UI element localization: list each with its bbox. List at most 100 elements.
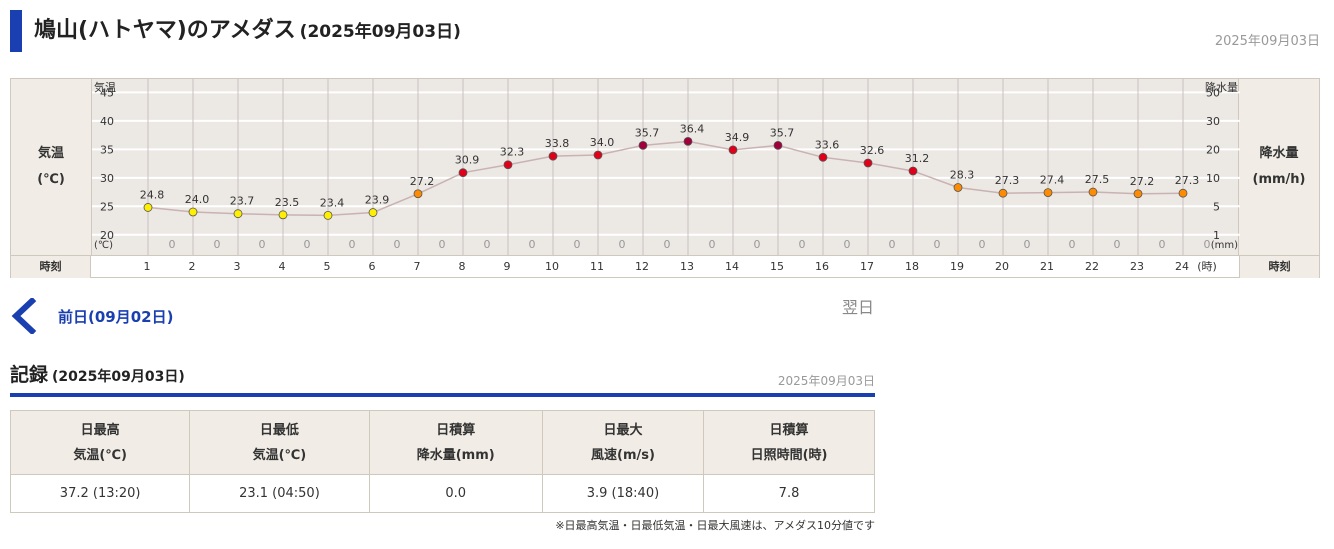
- precipitation-value: 0: [484, 238, 491, 251]
- record-header-row: 日最高 気温(℃) 日最低 気温(℃) 日積算 降水量(mm) 日最大 風速(m/s) …: [9, 410, 875, 475]
- temperature-label: 27.4: [1040, 174, 1065, 187]
- value-max-temp: 37.2 (13:20): [9, 474, 191, 513]
- temperature-label: 34.0: [590, 136, 615, 149]
- record-value-row: 37.2 (13:20) 23.1 (04:50) 0.0 3.9 (18:40…: [9, 474, 875, 513]
- temperature-label: 33.6: [815, 138, 840, 151]
- temperature-point: [143, 203, 153, 212]
- temperature-point: [1133, 189, 1143, 199]
- precipitation-value: 0: [574, 238, 581, 251]
- header-max-temp: 日最高 気温(℃): [9, 410, 191, 475]
- page-title-text: 鳩山(ハトヤマ)のアメダス: [34, 18, 296, 43]
- hour-label: 8: [458, 260, 466, 273]
- precipitation-value: 0: [1069, 238, 1076, 251]
- precipitation-value: 0: [1159, 238, 1166, 251]
- chart-right-legend: 降水量 (mm/h): [1239, 79, 1319, 255]
- hour-label: 22: [1085, 260, 1099, 273]
- temperature-label: 23.7: [230, 195, 255, 208]
- value-precip: 0.0: [368, 474, 543, 513]
- temperature-label: 36.4: [680, 122, 705, 135]
- temperature-label: 23.9: [365, 194, 390, 207]
- precipitation-value: 0: [1204, 238, 1211, 251]
- header-label: 日積算: [436, 422, 476, 438]
- header-max-wind: 日最大風速(m/s): [541, 410, 705, 475]
- temperature-point: [323, 210, 333, 220]
- precipitation-value: 0: [844, 238, 851, 251]
- temperature-point: [503, 160, 513, 170]
- temperature-label: 35.7: [770, 126, 795, 139]
- temperature-point: [1178, 188, 1188, 198]
- precipitation-value: 0: [1024, 238, 1031, 251]
- precipitation-value: 0: [1114, 238, 1121, 251]
- record-date: 2025年09月03日: [777, 374, 875, 388]
- temperature-point: [773, 140, 783, 150]
- hour-label: 12: [635, 260, 649, 273]
- header-label: 日最大: [603, 422, 643, 438]
- prev-day-label: 前日(09月02日): [58, 308, 174, 326]
- temperature-label: 24.8: [140, 188, 165, 201]
- hour-label: 13: [680, 260, 694, 273]
- hour-label: 14: [725, 260, 739, 273]
- header-label: 日最低: [259, 422, 299, 438]
- temperature-label: 27.2: [1130, 175, 1155, 188]
- hour-label: 20: [995, 260, 1009, 273]
- temperature-label: 35.7: [635, 126, 660, 139]
- y-right-tick-label: 1: [1213, 229, 1220, 242]
- temperature-label: 27.5: [1085, 173, 1110, 186]
- precipitation-value: 0: [169, 238, 176, 251]
- temperature-point: [728, 145, 738, 155]
- page-title-date: (2025年09月03日): [299, 22, 461, 42]
- temperature-label: 27.3: [1175, 174, 1200, 187]
- temperature-point: [593, 150, 603, 160]
- hour-label: 11: [590, 260, 604, 273]
- temperature-point: [818, 152, 828, 162]
- temperature-point: [548, 151, 558, 161]
- temperature-label: 23.5: [275, 196, 300, 209]
- y-right-tick-label: 20: [1206, 143, 1220, 156]
- precipitation-value: 0: [259, 238, 266, 251]
- amedas-chart: 気温 (℃) 45 50 40 30 35 20 30 10 25 5 20 1 気温 降水量 (℃) (mm…: [10, 78, 1320, 278]
- temperature-label: 32.3: [500, 146, 525, 159]
- temperature-point: [188, 207, 198, 217]
- precipitation-value: 0: [619, 238, 626, 251]
- record-title: 記録 (2025年09月03日): [10, 360, 185, 387]
- chart-left-legend: 気温 (℃): [11, 79, 91, 255]
- hour-label: 21: [1040, 260, 1054, 273]
- header-label: 日最高: [80, 422, 120, 438]
- y-left-axis-label: 気温: [94, 80, 116, 94]
- temperature-label: 32.6: [860, 144, 885, 157]
- title-accent-bar: [10, 10, 22, 52]
- left-axis-title: 気温: [37, 146, 64, 161]
- hour-label: 9: [503, 260, 511, 273]
- right-axis-unit: (mm/h): [1252, 172, 1306, 187]
- temperature-label: 27.2: [410, 175, 435, 188]
- y-right-unit-label: (mm): [1211, 240, 1238, 251]
- header-label: 気温(℃): [252, 447, 307, 463]
- record-table: 日最高 気温(℃) 日最低 気温(℃) 日積算 降水量(mm) 日最大 風速(m/s) …: [9, 410, 875, 513]
- hour-suffix-label: (時): [1197, 260, 1217, 273]
- temperature-label: 31.2: [905, 152, 930, 165]
- temperature-point: [683, 136, 693, 146]
- temperature-label: 23.4: [320, 196, 345, 209]
- temperature-label: 24.0: [185, 193, 210, 206]
- temperature-label: 30.9: [455, 154, 480, 167]
- record-note: ※日最高気温・日最低気温・日最大風速は、アメダス10分値です: [555, 519, 875, 532]
- header-label: 風速(m/s): [591, 447, 655, 463]
- temperature-point: [1088, 187, 1098, 197]
- temperature-label: 27.3: [995, 174, 1020, 187]
- precipitation-value: 0: [754, 238, 761, 251]
- chart-svg: 45 50 40 30 35 20 30 10 25 5 20 1 気温 降水量 (℃) (mm) 24.8 24…: [92, 79, 1240, 255]
- precipitation-value: 0: [889, 238, 896, 251]
- next-day-link[interactable]: 翌日: [842, 298, 875, 317]
- hour-label: 4: [278, 260, 286, 273]
- y-left-tick-label: 40: [100, 115, 114, 128]
- temperature-point: [233, 209, 243, 219]
- header-min-temp: 日最低気温(℃): [189, 410, 370, 475]
- left-axis-unit: (℃): [37, 172, 65, 187]
- hour-label: 2: [188, 260, 196, 273]
- header-label: 降水量(mm): [416, 447, 495, 463]
- precipitation-value: 0: [799, 238, 806, 251]
- hour-label: 10: [545, 260, 559, 273]
- precipitation-value: 0: [349, 238, 356, 251]
- chevron-left-icon: [11, 298, 37, 334]
- hour-label: 7: [413, 260, 421, 273]
